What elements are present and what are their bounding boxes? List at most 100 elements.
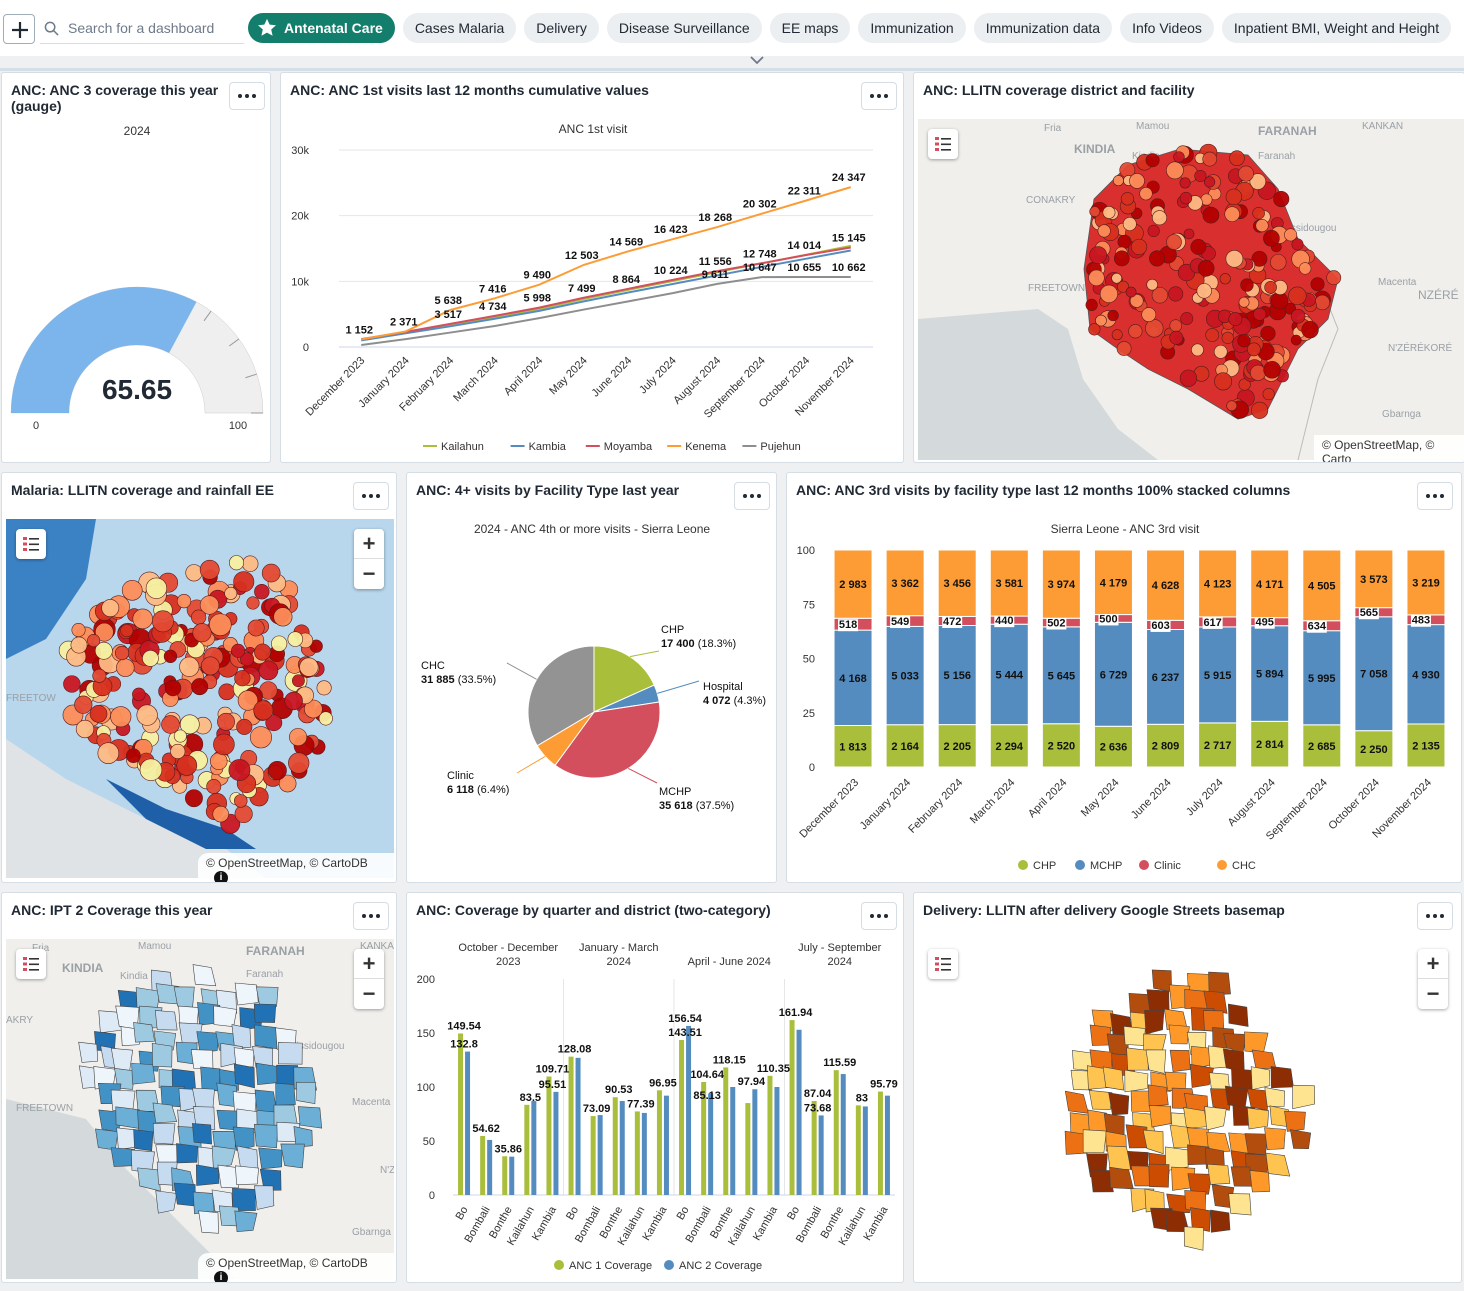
zoom-in-button[interactable]: + <box>354 949 384 979</box>
data-label: 4 930 <box>1412 669 1440 681</box>
info-icon[interactable]: i <box>214 1270 228 1282</box>
map-legend-button[interactable] <box>928 129 958 159</box>
pie-slice-chc <box>527 645 595 747</box>
more-options-button[interactable] <box>229 82 265 110</box>
facility-marker <box>292 674 305 688</box>
x-tick-label: April 2024 <box>1026 777 1070 821</box>
chiefdom-polygon <box>231 1024 252 1049</box>
place-label: KINDIA <box>62 961 104 975</box>
facility-marker <box>1122 217 1137 231</box>
facility-marker <box>1145 153 1160 168</box>
y-tick-label: 50 <box>803 654 815 666</box>
chiefdom-polygon <box>192 964 217 987</box>
map-legend-button[interactable] <box>16 949 46 979</box>
chip-disease-surveillance[interactable]: Disease Surveillance <box>606 13 762 43</box>
chip-immunization-data[interactable]: Immunization data <box>973 13 1113 43</box>
facility-marker <box>1149 250 1166 267</box>
add-dashboard-button[interactable] <box>3 14 35 44</box>
chevron-down-icon[interactable] <box>748 54 766 66</box>
dot-icon <box>362 494 366 498</box>
llitn-map-card: ANC: LLITN coverage district and facilit… <box>913 72 1464 463</box>
chiefdom-polygon <box>1146 989 1170 1014</box>
data-label: 549 <box>891 616 909 628</box>
chiefdom-polygon <box>1284 1110 1306 1132</box>
data-label: 483 <box>1412 615 1430 627</box>
card-title: ANC: IPT 2 Coverage this year <box>11 902 213 918</box>
search-input[interactable] <box>68 18 240 38</box>
chip-delivery[interactable]: Delivery <box>524 13 599 43</box>
chip-info-videos[interactable]: Info Videos <box>1120 13 1214 43</box>
llitn-map[interactable]: Fria Mamou FARANAH KANKAN KINDIA Kindia … <box>918 119 1464 460</box>
map-legend-button[interactable] <box>928 949 958 979</box>
more-options-button[interactable] <box>1417 902 1453 930</box>
pie-connector <box>657 680 700 694</box>
label-bg <box>1306 620 1327 633</box>
bar-anc2 <box>686 1025 692 1195</box>
stacked-bar-chc <box>989 549 1029 617</box>
dot-icon <box>252 94 256 98</box>
data-label: 11 556 <box>699 256 732 268</box>
zoom-in-button[interactable]: + <box>354 529 384 559</box>
pie-label-value: 17 400 (18.3%) <box>661 638 736 650</box>
facility-marker <box>1255 219 1269 233</box>
place-label: N'Z <box>380 1165 394 1176</box>
label-bg <box>942 615 963 628</box>
zoom-out-button[interactable]: − <box>362 981 376 1006</box>
pie-label-value: 35 618 (37.5%) <box>659 800 734 812</box>
bar-anc1 <box>590 1116 596 1195</box>
chiefdom-polygon <box>1165 1146 1190 1172</box>
facility-marker <box>101 599 120 617</box>
map-legend-button[interactable] <box>16 529 46 559</box>
chiefdom-polygon <box>1183 1226 1204 1251</box>
data-label: 2 205 <box>943 741 971 753</box>
more-options-button[interactable] <box>353 902 389 930</box>
facility-marker <box>142 650 159 667</box>
facility-marker <box>1129 173 1145 189</box>
chip-antenatal-care[interactable]: Antenatal Care <box>248 13 395 43</box>
data-label: 2 135 <box>1412 740 1440 752</box>
chiefdom-polygon <box>1208 971 1231 996</box>
more-options-button[interactable] <box>861 82 897 110</box>
chip-cases-malaria[interactable]: Cases Malaria <box>402 13 517 43</box>
chip-immunization[interactable]: Immunization <box>858 13 966 43</box>
zoom-in-button[interactable]: + <box>1418 949 1448 979</box>
more-options-button[interactable] <box>861 902 897 930</box>
bar-anc2 <box>641 1112 647 1195</box>
chip-inpatient-bmi[interactable]: Inpatient BMI, Weight and Height <box>1221 13 1452 43</box>
facility-marker <box>1179 191 1193 205</box>
facility-marker <box>218 683 236 701</box>
chiefdom-polygon <box>234 982 259 1006</box>
info-icon[interactable]: i <box>214 870 228 882</box>
bar-anc2 <box>796 1029 802 1195</box>
dot-icon <box>877 914 881 918</box>
data-label: 603 <box>1151 620 1169 632</box>
data-label: 3 581 <box>996 578 1024 590</box>
delivery-map[interactable] <box>918 939 1458 1279</box>
malaria-map[interactable]: FREETOW <box>6 519 394 878</box>
zoom-out-button[interactable]: − <box>362 561 376 586</box>
facility-marker <box>234 670 251 687</box>
more-options-button[interactable] <box>1417 482 1453 510</box>
x-tick-label: Bo <box>785 1205 802 1223</box>
chiefdom-polygon <box>133 1022 155 1043</box>
data-label: 5 894 <box>1256 669 1284 681</box>
facility-marker <box>1125 286 1137 298</box>
y-tick-label: 20k <box>291 211 309 223</box>
more-options-button[interactable] <box>734 482 770 510</box>
x-tick-label: Bo <box>675 1205 692 1223</box>
malaria-map-card: Malaria: LLITN coverage and rainfall EE … <box>1 472 397 883</box>
chiefdom-polygon <box>275 1082 296 1106</box>
zoom-out-button[interactable]: − <box>1426 981 1440 1006</box>
facility-marker <box>145 577 168 599</box>
data-label: 7 416 <box>479 283 507 295</box>
chiefdom-polygon <box>1250 1066 1271 1090</box>
chip-ee-maps[interactable]: EE maps <box>769 13 851 43</box>
ipt-map[interactable]: Fria Mamou FARANAH KANKA KINDIA Kindia F… <box>6 939 394 1279</box>
data-label: 77.39 <box>627 1098 655 1110</box>
more-options-button[interactable] <box>353 482 389 510</box>
facility-marker <box>1225 250 1244 268</box>
facility-marker <box>136 704 158 726</box>
x-tick-label: July 2024 <box>1184 777 1226 819</box>
stacked-bar-chc <box>1354 549 1394 609</box>
pie-slice-chp <box>593 645 655 713</box>
